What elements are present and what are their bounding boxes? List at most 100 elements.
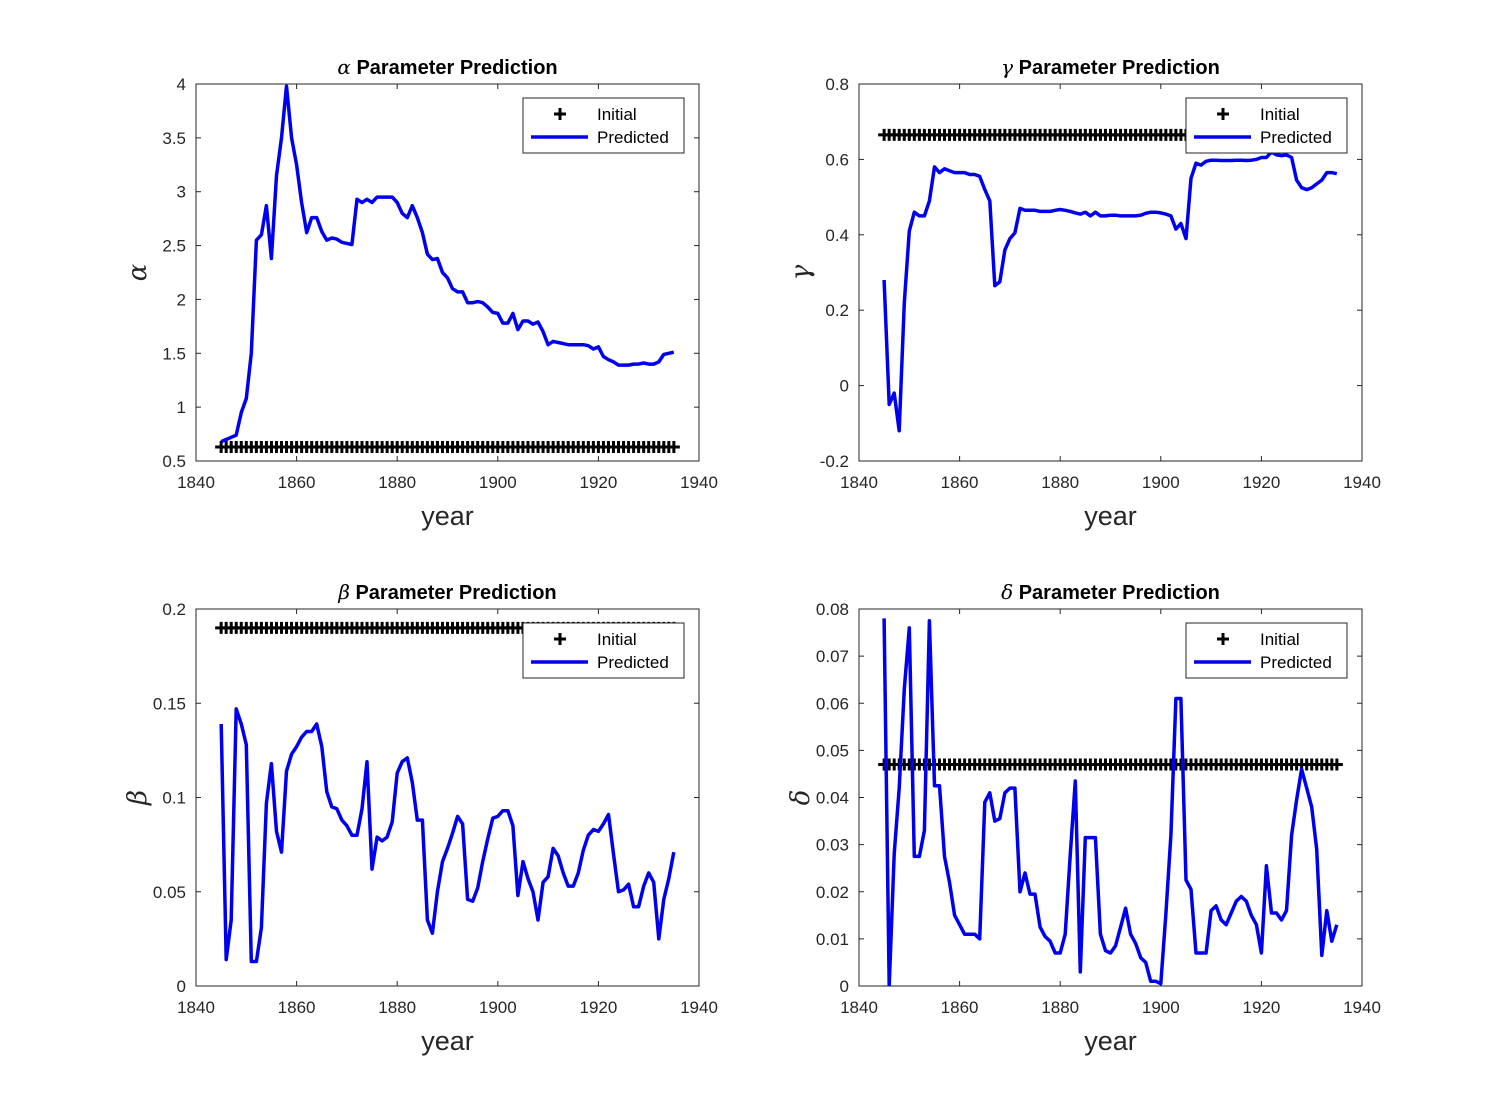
gamma-xtick-label: 1920 (1242, 473, 1280, 492)
delta-legend-label: Predicted (1260, 653, 1332, 672)
gamma-legend-box (1185, 97, 1348, 154)
beta-legend-box (522, 622, 685, 679)
gamma-title-words: Parameter Prediction (1019, 57, 1220, 79)
delta-xtick-label: 1880 (1041, 998, 1079, 1017)
alpha-chart-title: α Parameter Prediction (337, 55, 557, 79)
beta-xtick-label: 1940 (680, 998, 718, 1017)
alpha-xtick-label: 1900 (479, 473, 517, 492)
delta-xtick-label: 1840 (840, 998, 878, 1017)
beta-xtick-label: 1880 (378, 998, 416, 1017)
alpha-ylabel: α (123, 263, 153, 281)
gamma-legend-label: Initial (1260, 105, 1300, 124)
gamma-legend-label: Predicted (1260, 128, 1332, 147)
beta-xtick-label: 1860 (278, 998, 316, 1017)
alpha-ytick-label: 1.5 (162, 344, 186, 363)
delta-series-group (878, 618, 1343, 986)
alpha-panel: 1840 1860 1880 1900 1920 1940 0.5 1 1.5 2 2.5 3 3.5 4… (123, 55, 718, 531)
alpha-ytick-label: 3.5 (162, 129, 186, 148)
beta-legend-initial-marker (554, 633, 566, 645)
gamma-ytick-label: 0.4 (825, 226, 849, 245)
alpha-xtick-label: 1860 (278, 473, 316, 492)
beta-ylabel: β (123, 790, 153, 806)
alpha-xlabel: year (421, 501, 474, 531)
delta-xtick-label: 1900 (1142, 998, 1180, 1017)
delta-ytick-label: 0.08 (816, 600, 849, 619)
beta-ytick-label: 0.05 (153, 883, 186, 902)
beta-xtick-label: 1920 (579, 998, 617, 1017)
alpha-title-words: Parameter Prediction (356, 57, 557, 79)
alpha-legend: Initial Predicted (522, 97, 685, 154)
gamma-legend: Initial Predicted (1185, 97, 1348, 154)
alpha-legend-box (522, 97, 685, 154)
alpha-xtick-label: 1940 (680, 473, 718, 492)
delta-title-symbol: δ (1001, 580, 1013, 604)
delta-ytick-label: 0.04 (816, 789, 849, 808)
alpha-ytick-label: 2 (177, 290, 186, 309)
beta-predicted-line (219, 707, 676, 964)
alpha-series-group (215, 84, 680, 453)
beta-ytick-label: 0 (177, 977, 186, 996)
beta-legend-label: Initial (597, 630, 637, 649)
beta-legend: Initial Predicted (522, 622, 685, 679)
gamma-predicted-line (882, 150, 1338, 433)
delta-ytick-label: 0 (840, 977, 849, 996)
gamma-xtick-label: 1900 (1142, 473, 1180, 492)
gamma-ylabel: γ (786, 264, 816, 280)
delta-legend-label: Initial (1260, 630, 1300, 649)
gamma-ytick-label: 0 (840, 377, 849, 396)
gamma-xtick-label: 1840 (840, 473, 878, 492)
gamma-ytick-label: 0.6 (825, 150, 849, 169)
beta-ytick-label: 0.2 (162, 600, 186, 619)
delta-legend-initial-marker (1217, 633, 1229, 645)
alpha-ytick-label: 2.5 (162, 237, 186, 256)
alpha-ytick-label: 0.5 (162, 452, 186, 471)
delta-ytick-label: 0.06 (816, 694, 849, 713)
delta-legend: Initial Predicted (1185, 622, 1348, 679)
delta-initial-marker (1330, 758, 1343, 771)
delta-xtick-label: 1940 (1343, 998, 1381, 1017)
delta-ytick-label: 0.03 (816, 836, 849, 855)
gamma-legend-initial-marker (1217, 108, 1229, 120)
alpha-ytick-label: 1 (177, 398, 186, 417)
gamma-ytick-label: -0.2 (820, 452, 849, 471)
alpha-xtick-label: 1920 (579, 473, 617, 492)
alpha-legend-label: Initial (597, 105, 637, 124)
beta-ytick-label: 0.1 (162, 789, 186, 808)
gamma-title-symbol: γ (1001, 55, 1013, 79)
beta-panel: 1840 1860 1880 1900 1920 1940 0 0.05 0.1 0.15 0.2 y… (123, 580, 718, 1056)
beta-title-symbol: β (337, 580, 350, 604)
delta-predicted-line (882, 618, 1339, 986)
alpha-initial-marker (667, 440, 680, 453)
gamma-xlabel: year (1084, 501, 1137, 531)
delta-xlabel: year (1084, 1026, 1137, 1056)
gamma-panel: 1840 1860 1880 1900 1920 1940 -0.2 0 0.2 0.4 0.6 0.… (786, 55, 1381, 531)
alpha-ytick-label: 4 (177, 75, 186, 94)
beta-xtick-label: 1840 (177, 998, 215, 1017)
alpha-legend-label: Predicted (597, 128, 669, 147)
gamma-ytick-label: 0.2 (825, 301, 849, 320)
gamma-ytick-label: 0.8 (825, 75, 849, 94)
delta-title-words: Parameter Prediction (1019, 582, 1220, 604)
alpha-xtick-label: 1840 (177, 473, 215, 492)
delta-panel: 1840 1860 1880 1900 1920 1940 0 0.01 0.02 0.03 0.0… (786, 580, 1381, 1056)
gamma-chart-title: γ Parameter Prediction (1001, 55, 1220, 79)
alpha-initial-series (215, 440, 680, 453)
alpha-predicted-line (220, 84, 675, 444)
delta-ytick-label: 0.05 (816, 741, 849, 760)
beta-xtick-label: 1900 (479, 998, 517, 1017)
gamma-xtick-label: 1860 (941, 473, 979, 492)
alpha-title-symbol: α (337, 55, 351, 79)
beta-title-words: Parameter Prediction (355, 582, 556, 604)
alpha-legend-initial-marker (554, 108, 566, 120)
delta-xtick-label: 1860 (941, 998, 979, 1017)
beta-chart-title: β Parameter Prediction (337, 580, 556, 604)
beta-ytick-label: 0.15 (153, 694, 186, 713)
delta-ytick-label: 0.07 (816, 647, 849, 666)
gamma-xtick-label: 1880 (1041, 473, 1079, 492)
beta-xlabel: year (421, 1026, 474, 1056)
delta-ylabel: δ (786, 790, 816, 806)
delta-xtick-label: 1920 (1242, 998, 1280, 1017)
delta-ytick-label: 0.02 (816, 883, 849, 902)
alpha-ytick-label: 3 (177, 183, 186, 202)
